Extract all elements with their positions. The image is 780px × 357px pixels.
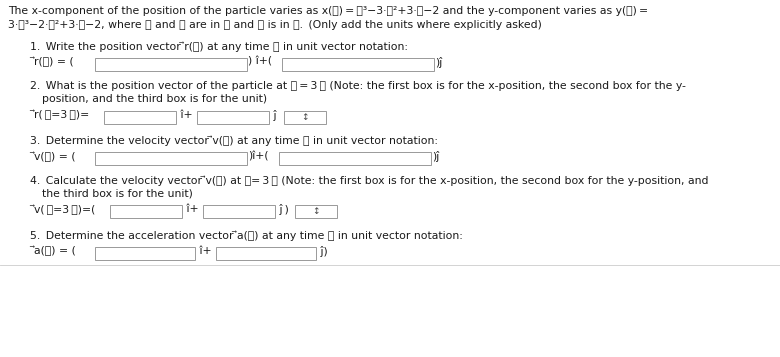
FancyBboxPatch shape [203, 205, 275, 218]
Text: 1. Write the position vector ⃗r(𝑡) at any time 𝑡 in unit vector notation:: 1. Write the position vector ⃗r(𝑡) at an… [30, 41, 408, 52]
Text: 2. What is the position vector of the particle at 𝑡 = 3 𝑠 (Note: the first box i: 2. What is the position vector of the pa… [30, 81, 686, 91]
Text: )ĵ: )ĵ [435, 57, 442, 67]
FancyBboxPatch shape [279, 152, 431, 165]
FancyBboxPatch shape [282, 57, 434, 71]
Text: )î+(: )î+( [248, 151, 268, 161]
Text: ĵ: ĵ [270, 110, 276, 121]
Text: 3. Determine the velocity vector ⃗v(𝑡) at any time 𝑡 in unit vector notation:: 3. Determine the velocity vector ⃗v(𝑡) a… [30, 136, 438, 146]
Text: ↕: ↕ [301, 113, 309, 122]
Text: ⃗a(𝑡) = (: ⃗a(𝑡) = ( [34, 246, 76, 256]
Text: the third box is for the unit): the third box is for the unit) [42, 189, 193, 199]
FancyBboxPatch shape [95, 152, 247, 165]
FancyBboxPatch shape [110, 205, 182, 218]
FancyBboxPatch shape [95, 57, 247, 71]
Text: ⃗v(𝑡) = (: ⃗v(𝑡) = ( [34, 151, 76, 162]
Text: The x-component of the position of the particle varies as x(𝑡) = 𝑡³−3·𝑡²+3·𝑡−2 a: The x-component of the position of the p… [8, 6, 648, 16]
Text: ⃗r(𝑡) = (: ⃗r(𝑡) = ( [34, 57, 73, 67]
Text: 5. Determine the acceleration vector ⃗a(𝑡) at any time 𝑡 in unit vector notation: 5. Determine the acceleration vector ⃗a(… [30, 230, 463, 241]
Text: ĵ ): ĵ ) [276, 205, 289, 216]
FancyBboxPatch shape [104, 111, 176, 124]
Text: ↕: ↕ [312, 207, 320, 216]
Text: 4. Calculate the velocity vector ⃗v(𝑡) at 𝑡= 3 𝑠 (Note: the first box is for the: 4. Calculate the velocity vector ⃗v(𝑡) a… [30, 175, 708, 186]
Text: î+: î+ [177, 110, 193, 120]
FancyBboxPatch shape [197, 111, 269, 124]
Text: position, and the third box is for the unit): position, and the third box is for the u… [42, 94, 267, 105]
FancyBboxPatch shape [295, 205, 337, 218]
Text: ĵ): ĵ) [317, 246, 328, 257]
Text: ) î+(: ) î+( [248, 57, 272, 67]
Text: î+: î+ [196, 246, 211, 256]
Text: ⃗v( 𝑡=3 𝑠)=(: ⃗v( 𝑡=3 𝑠)=( [34, 205, 95, 215]
FancyBboxPatch shape [284, 111, 326, 124]
FancyBboxPatch shape [216, 247, 316, 260]
Text: î+: î+ [183, 205, 199, 215]
FancyBboxPatch shape [95, 247, 195, 260]
Text: )ĵ: )ĵ [432, 151, 439, 162]
Text: 3·𝑡³−2·𝑡²+3·𝑡−2, where 𝑥 and 𝑦 are in 𝑚 and 𝑡 is in 𝑠. (Only add the units where: 3·𝑡³−2·𝑡²+3·𝑡−2, where 𝑥 and 𝑦 are in 𝑚 … [8, 20, 542, 30]
Text: ⃗r( 𝑡=3 𝑠)=: ⃗r( 𝑡=3 𝑠)= [34, 110, 89, 120]
